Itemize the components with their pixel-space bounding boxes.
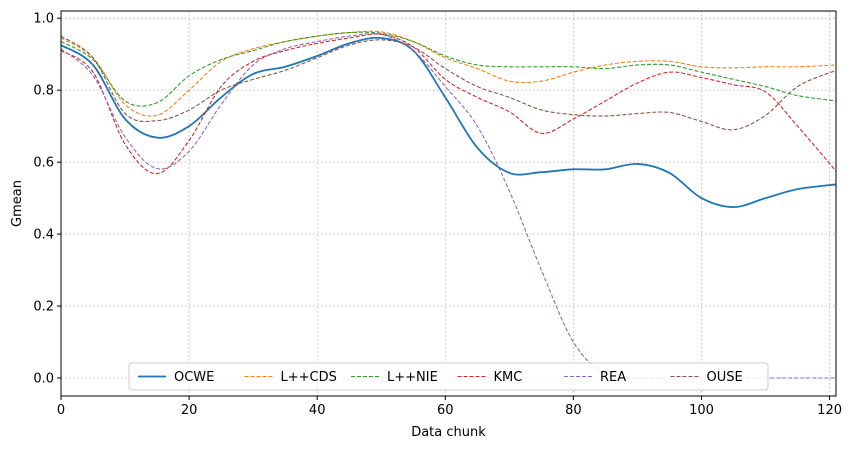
legend: OCWE L++CDS L++NIE KMC REA OUSE (128, 362, 769, 391)
x-tick-label: 120 (817, 403, 842, 418)
y-tick-label: 0.6 (33, 156, 54, 171)
x-tick-label: 80 (565, 403, 582, 418)
y-tick-label: 0.0 (33, 372, 54, 387)
legend-box (128, 362, 769, 391)
x-axis-title: Data chunk (411, 425, 486, 440)
x-tick-label: 100 (689, 403, 714, 418)
series-line-l-cds (61, 30, 836, 117)
x-tick-label: 0 (57, 403, 65, 418)
series-layer (61, 30, 836, 379)
plot-frame (60, 10, 837, 397)
x-tick-label: 60 (437, 403, 454, 418)
series-line-ocwe (61, 36, 836, 209)
x-tick-label: 40 (309, 403, 326, 418)
legend-label-rea: REA (600, 370, 626, 385)
y-tick-label: 0.2 (33, 300, 54, 315)
series-line-kmc (61, 33, 836, 175)
legend-label-l-cds: L++CDS (281, 370, 337, 385)
y-tick-label: 0.4 (33, 228, 54, 243)
series-line-l-nie (61, 31, 836, 107)
y-tick-label: 1.0 (33, 12, 54, 27)
legend-label-ocwe: OCWE (174, 370, 214, 385)
ticks: 0 20 40 60 80 100 120 0.0 0.2 0.4 0.6 0.8 1.0 (33, 12, 842, 418)
y-tick-label: 0.8 (33, 84, 54, 99)
legend-label-l-nie: L++NIE (387, 370, 438, 385)
legend-label-kmc: KMC (494, 370, 523, 385)
grid (60, 11, 836, 396)
series-line-ouse (61, 35, 836, 131)
legend-label-ouse: OUSE (707, 370, 743, 385)
y-axis-title: Gmean (10, 180, 25, 227)
x-tick-label: 20 (181, 403, 198, 418)
